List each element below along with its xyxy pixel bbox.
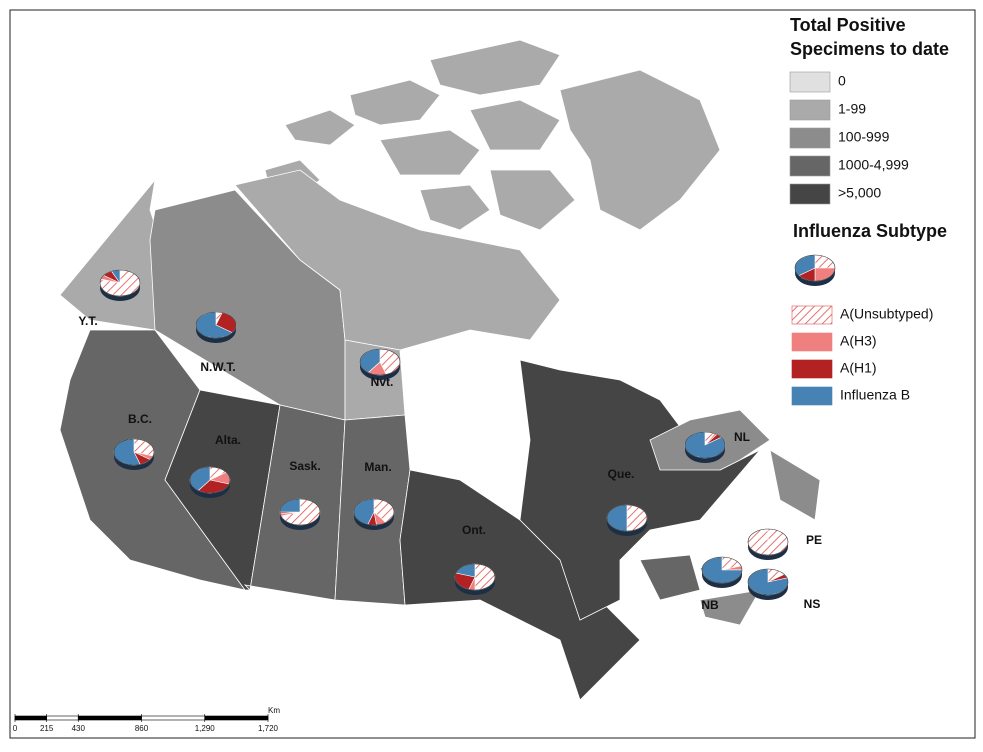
region-label: Y.T.	[78, 314, 97, 328]
legend-swatch	[791, 359, 833, 379]
pie-rim	[454, 563, 496, 591]
legend-title: Influenza Subtype	[793, 221, 947, 241]
region-label: Man.	[364, 460, 391, 474]
legend-label: >5,000	[838, 185, 881, 201]
region	[519, 359, 761, 621]
pie-rim	[195, 311, 237, 339]
region	[699, 589, 761, 626]
region-label: B.C.	[128, 412, 152, 426]
scale-label: 430	[72, 724, 86, 733]
island	[419, 184, 491, 231]
island	[379, 129, 481, 176]
pie-rim	[747, 568, 789, 596]
region-label: NB	[701, 598, 719, 612]
pie-rim	[189, 466, 231, 494]
region-label: Sask.	[289, 459, 320, 473]
legend-swatch	[789, 99, 831, 121]
pie-rim	[794, 254, 836, 282]
legend-title: Total Positive	[790, 15, 906, 35]
legend-swatch	[791, 386, 833, 406]
pie-rim	[113, 438, 155, 466]
legend-swatch	[791, 305, 833, 325]
island	[469, 99, 561, 151]
pie-rim	[359, 348, 401, 376]
legend-label: Influenza B	[840, 387, 910, 403]
scale-unit: Km	[268, 706, 280, 715]
region-label: N.W.T.	[200, 360, 235, 374]
scale-segment	[46, 715, 79, 721]
legend-label: 1-99	[838, 101, 866, 117]
legend-swatch	[791, 332, 833, 352]
pie-rim	[684, 431, 726, 459]
region-label: NL	[734, 430, 750, 444]
pie-rim	[606, 504, 648, 532]
legend-label: A(H3)	[840, 333, 877, 349]
pie-rim	[279, 498, 321, 526]
island	[284, 109, 356, 146]
scale-label: 1,290	[195, 724, 216, 733]
legend-label: 100-999	[838, 129, 890, 145]
legend-swatch	[789, 183, 831, 205]
legend-label: 1000-4,999	[838, 157, 909, 173]
island	[429, 39, 561, 96]
island	[489, 169, 576, 231]
legend-title: Specimens to date	[790, 39, 949, 59]
legend-swatch	[789, 71, 831, 93]
scale-label: 0	[13, 724, 18, 733]
scale-segment	[204, 715, 269, 721]
legend-label: A(H1)	[840, 360, 877, 376]
region	[639, 554, 701, 601]
island	[349, 79, 441, 126]
pie-rim	[99, 269, 141, 297]
scale-label: 1,720	[258, 724, 279, 733]
legend-label: 0	[838, 73, 846, 89]
pie-rim	[353, 498, 395, 526]
region-label: PE	[806, 533, 822, 547]
legend-swatch	[789, 155, 831, 177]
region-label: Que.	[608, 467, 635, 481]
region-label: Nvt.	[371, 375, 394, 389]
scale-segment	[77, 715, 142, 721]
region-label: Alta.	[215, 433, 241, 447]
legend-swatch	[789, 127, 831, 149]
pie-rim	[747, 528, 789, 556]
region	[769, 449, 821, 521]
scale-label: 215	[40, 724, 54, 733]
legend-label: A(Unsubtyped)	[840, 306, 933, 322]
scale-segment	[14, 715, 47, 721]
region-label: Ont.	[462, 523, 486, 537]
scale-label: 860	[135, 724, 149, 733]
scale-segment	[141, 715, 206, 721]
pie-rim	[701, 556, 743, 584]
region-label: NS	[804, 597, 821, 611]
island	[559, 69, 721, 231]
region	[234, 169, 561, 351]
